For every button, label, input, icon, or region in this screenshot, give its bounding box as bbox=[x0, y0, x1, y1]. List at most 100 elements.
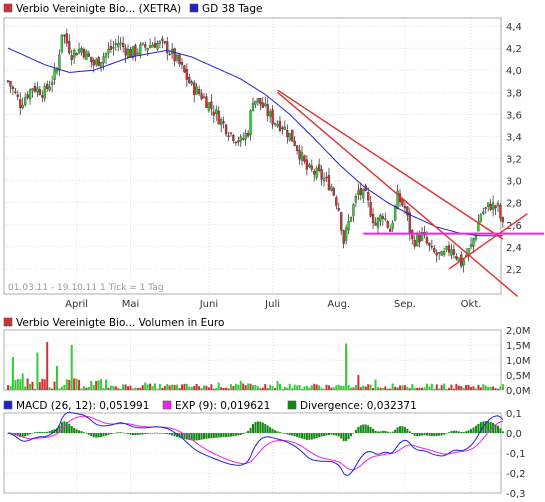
candle-body bbox=[200, 93, 203, 100]
divergence-bar bbox=[51, 430, 54, 433]
divergence-bar bbox=[308, 433, 311, 440]
candle-body bbox=[315, 167, 318, 178]
candle-body bbox=[205, 96, 208, 108]
divergence-bar bbox=[109, 433, 112, 435]
volume-bar bbox=[286, 387, 289, 390]
divergence-bar bbox=[298, 433, 301, 438]
divergence-bar bbox=[467, 430, 470, 433]
price-x-tick-label: Okt. bbox=[461, 299, 482, 310]
divergence-bar bbox=[465, 431, 468, 433]
price-x-tick-label: April bbox=[65, 299, 88, 310]
candle-body bbox=[300, 152, 304, 161]
volume-y-tick-label: 1,5M bbox=[506, 341, 531, 352]
volume-bar bbox=[14, 380, 17, 390]
divergence-bar bbox=[406, 428, 409, 433]
price-x-tick-label: Mai bbox=[122, 299, 140, 310]
macd-y-tick-label: 0,0 bbox=[506, 429, 522, 440]
volume-bar bbox=[75, 378, 78, 390]
divergence-bar bbox=[399, 426, 401, 433]
divergence-bar bbox=[31, 432, 34, 434]
divergence-bar bbox=[78, 430, 81, 433]
divergence-bar bbox=[492, 422, 495, 433]
volume-bar bbox=[60, 386, 63, 390]
volume-bar bbox=[467, 384, 470, 390]
divergence-bar bbox=[337, 433, 340, 437]
volume-bar bbox=[114, 386, 117, 390]
candle-body bbox=[185, 69, 189, 80]
divergence-bar bbox=[117, 432, 120, 433]
candle-body bbox=[499, 204, 502, 219]
volume-bar bbox=[58, 388, 61, 390]
divergence-bar bbox=[352, 433, 355, 434]
volume-bar bbox=[129, 385, 132, 390]
volume-bar bbox=[254, 385, 257, 390]
divergence-bar bbox=[381, 430, 384, 433]
candle-body bbox=[46, 83, 49, 89]
candle-body bbox=[151, 44, 154, 48]
divergence-bar bbox=[33, 432, 36, 433]
candle-body bbox=[109, 46, 113, 50]
volume-bar bbox=[354, 385, 357, 390]
divergence-bar bbox=[212, 433, 215, 438]
candle-body bbox=[43, 86, 46, 99]
volume-bar bbox=[438, 388, 441, 390]
candle-body bbox=[391, 222, 394, 229]
candle-body bbox=[469, 244, 473, 247]
volume-bar bbox=[225, 387, 228, 390]
divergence-bar bbox=[327, 433, 330, 435]
price-x-tick-label: Sep. bbox=[394, 299, 416, 310]
candle-body bbox=[156, 43, 159, 50]
candle-body bbox=[268, 111, 272, 117]
divergence-bar bbox=[195, 433, 198, 441]
volume-bar bbox=[256, 386, 259, 390]
divergence-bar bbox=[448, 432, 450, 433]
divergence-bar bbox=[65, 422, 68, 433]
candle-body bbox=[68, 41, 71, 54]
volume-bar bbox=[487, 386, 490, 390]
volume-bar bbox=[11, 357, 14, 390]
volume-bar bbox=[92, 385, 95, 390]
volume-bar bbox=[198, 386, 201, 390]
divergence-bar bbox=[281, 432, 284, 434]
divergence-bar bbox=[158, 433, 161, 434]
divergence-bar bbox=[474, 425, 477, 433]
volume-bar bbox=[222, 387, 225, 390]
volume-bar bbox=[146, 384, 149, 390]
volume-bar bbox=[474, 388, 477, 390]
candle-body bbox=[97, 56, 100, 67]
candle-body bbox=[36, 87, 39, 93]
divergence-bar bbox=[29, 433, 32, 435]
volume-bar bbox=[374, 379, 377, 390]
divergence-bar bbox=[220, 433, 223, 438]
price-legend-square-icon bbox=[3, 3, 13, 13]
price-y-tick-label: 2,2 bbox=[506, 265, 522, 276]
price-x-tick-label: Aug. bbox=[327, 299, 350, 310]
volume-bar bbox=[433, 388, 436, 390]
divergence-bar bbox=[75, 429, 78, 433]
divergence-bar bbox=[205, 433, 208, 439]
candle-body bbox=[190, 81, 193, 85]
divergence-bar bbox=[183, 433, 186, 439]
candle-body bbox=[332, 188, 336, 196]
divergence-bar bbox=[112, 433, 115, 434]
volume-bar bbox=[293, 384, 296, 390]
volume-bar bbox=[26, 378, 29, 390]
divergence-bar bbox=[396, 427, 399, 433]
volume-bar bbox=[396, 387, 399, 390]
macd-legend: MACD (26, 12): 0,051991 EXP (9): 0,01962… bbox=[3, 400, 417, 412]
divergence-bar bbox=[462, 431, 465, 433]
volume-bar bbox=[281, 388, 284, 390]
candle-body bbox=[433, 248, 436, 253]
candle-body bbox=[19, 99, 22, 108]
candle-body bbox=[256, 98, 260, 103]
candle-body bbox=[259, 98, 262, 105]
volume-bar bbox=[105, 379, 107, 390]
divergence-bar bbox=[389, 432, 392, 434]
divergence-bar bbox=[433, 433, 436, 437]
volume-bar bbox=[288, 383, 291, 390]
volume-bar bbox=[379, 387, 382, 390]
volume-bar bbox=[352, 387, 355, 390]
volume-bar bbox=[188, 386, 191, 390]
divergence-bar bbox=[63, 421, 66, 433]
volume-bar bbox=[65, 379, 68, 390]
